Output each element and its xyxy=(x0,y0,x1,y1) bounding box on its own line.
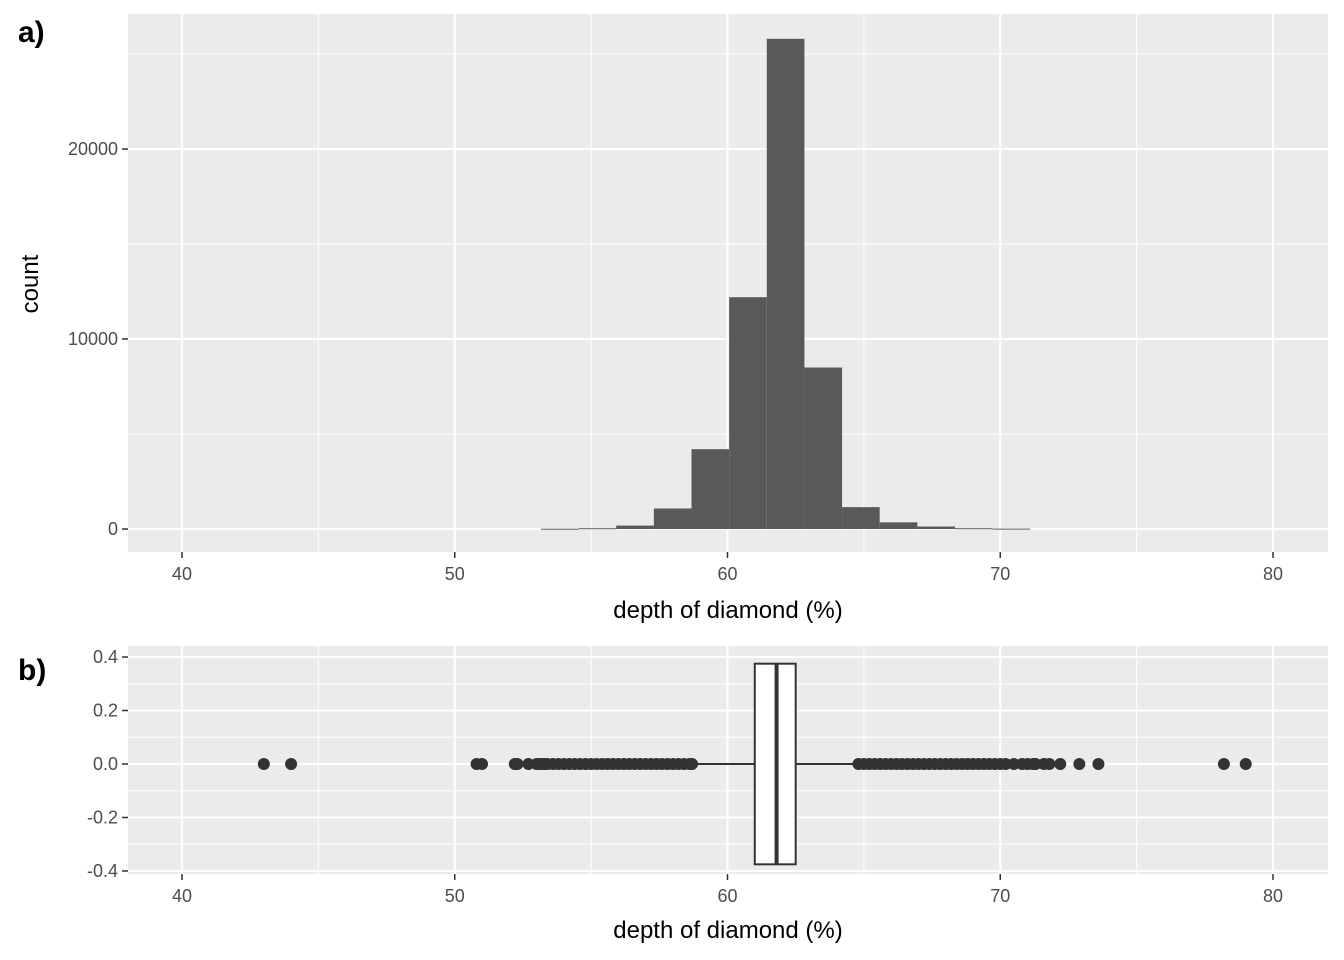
x-tick-label: 80 xyxy=(1263,564,1283,584)
x-tick-label: 60 xyxy=(717,886,737,906)
y-tick-label: 10000 xyxy=(68,329,118,349)
histogram-bar xyxy=(691,449,730,529)
histogram-bar xyxy=(842,507,880,529)
histogram-panel: 40 50 60 70 80 0 10000 20000 xyxy=(68,14,1328,584)
x-tick-label: 70 xyxy=(990,564,1010,584)
outlier-point xyxy=(1092,758,1105,770)
y-tick-label: -0.4 xyxy=(87,861,118,881)
histogram-bar xyxy=(540,528,579,530)
y-tick-label: 0 xyxy=(108,519,118,539)
histogram-bar xyxy=(616,525,654,529)
outlier-point xyxy=(686,758,699,770)
panel-a-label: a) xyxy=(18,16,45,49)
histogram-bar xyxy=(804,367,843,529)
boxplot-panel: 40 50 60 70 80 -0.4 -0.2 0.0 0.2 0.4 xyxy=(87,646,1328,906)
panel-b-label: b) xyxy=(18,654,46,687)
x-tick-label: 50 xyxy=(445,886,465,906)
histogram-bar xyxy=(578,528,617,530)
histogram-bar xyxy=(879,522,918,529)
x-tick-label: 40 xyxy=(172,564,192,584)
y-tick-label: 0.0 xyxy=(93,754,118,774)
y-tick-label: -0.2 xyxy=(87,808,118,828)
x-tick-label: 80 xyxy=(1263,886,1283,906)
histogram-bar xyxy=(729,297,767,529)
outlier-point xyxy=(511,758,524,770)
histogram-bar xyxy=(653,508,692,529)
outlier-point xyxy=(257,758,270,770)
outlier-point xyxy=(1239,758,1252,770)
outlier-point xyxy=(1217,758,1230,770)
x-tick-label: 70 xyxy=(990,886,1010,906)
y-tick-label: 0.2 xyxy=(93,701,118,721)
outlier-point xyxy=(476,758,489,770)
boxplot-x-axis-title: depth of diamond (%) xyxy=(613,917,842,944)
x-tick-label: 60 xyxy=(717,564,737,584)
histogram-bar xyxy=(992,528,1031,530)
y-tick-label: 0.4 xyxy=(93,647,118,667)
outlier-point xyxy=(1043,758,1056,770)
y-tick-label: 20000 xyxy=(68,139,118,159)
outlier-point xyxy=(285,758,298,770)
histogram-bar xyxy=(954,528,993,530)
histogram-bar xyxy=(917,526,955,529)
histogram-bar xyxy=(766,38,805,530)
histogram-y-axis-title: count xyxy=(17,254,44,313)
outlier-point xyxy=(1054,758,1067,770)
x-tick-label: 50 xyxy=(445,564,465,584)
outlier-point xyxy=(1073,758,1086,770)
histogram-x-axis-title: depth of diamond (%) xyxy=(613,597,842,624)
x-tick-label: 40 xyxy=(172,886,192,906)
